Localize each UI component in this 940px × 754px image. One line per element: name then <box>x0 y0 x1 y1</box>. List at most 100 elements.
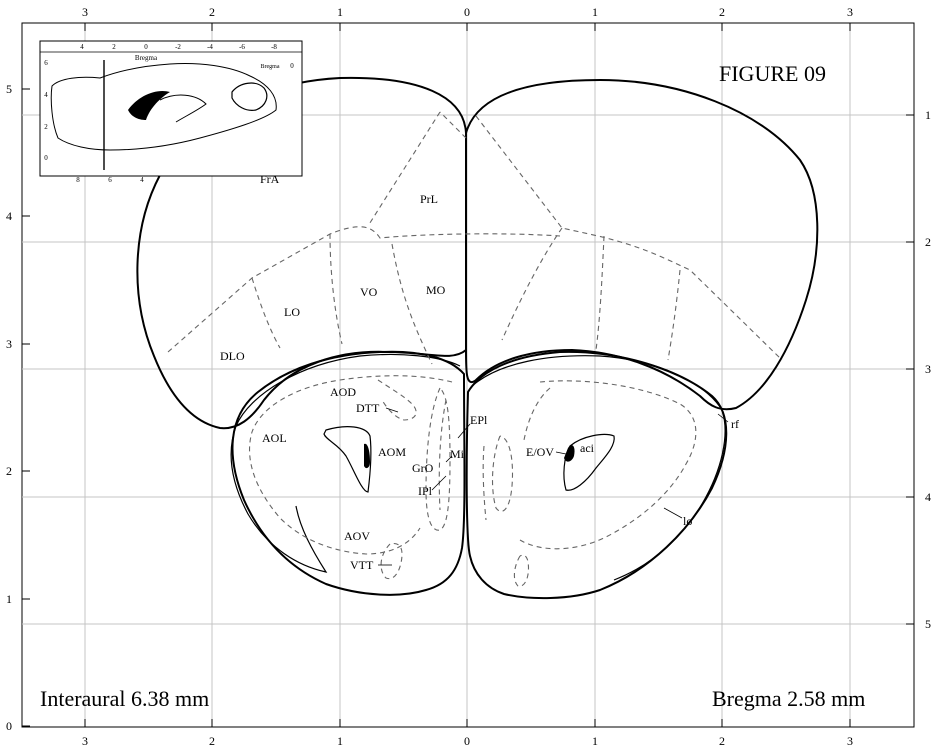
left-bulb-dashed-contour <box>425 387 451 531</box>
frontal-boundary-dash <box>439 111 467 139</box>
bottom-tick-label: 1 <box>592 734 598 748</box>
leader-mi <box>445 455 453 463</box>
leader-epl <box>457 423 471 439</box>
left-bulb-dashed-contour <box>380 542 403 580</box>
left-tick-label: 5 <box>6 82 12 96</box>
region-label-dtt: DTT <box>356 401 380 415</box>
region-label-aom: AOM <box>378 445 406 459</box>
left-bulb-inner-outline <box>230 353 461 573</box>
region-label-lo: LO <box>284 305 300 319</box>
inset-hippocampus <box>159 94 207 123</box>
frontal-boundary-dash <box>501 227 563 341</box>
top-tick-label: 2 <box>209 5 215 19</box>
inset-bottom-label: 4 <box>140 176 144 184</box>
region-label-epl: EPl <box>470 413 488 427</box>
left-bulb-dashed-contour <box>438 399 447 511</box>
inset-left-label: 0 <box>44 154 48 162</box>
region-label-aov: AOV <box>344 529 370 543</box>
leader-eov <box>555 451 567 455</box>
leader-rf <box>717 413 729 423</box>
inset-top-label: -2 <box>175 43 181 51</box>
top-tick-label: 1 <box>592 5 598 19</box>
top-tick-label: 0 <box>464 5 470 19</box>
left-aom-cavity <box>323 426 372 493</box>
region-label-aol: AOL <box>262 431 287 445</box>
inset-top-label: -8 <box>271 43 277 51</box>
right-frontal-cortex-outline <box>465 78 819 411</box>
inset-top-label: 2 <box>112 43 116 51</box>
region-label-vtt: VTT <box>350 558 374 572</box>
inset-top-label: 4 <box>80 43 84 51</box>
region-label-eov: E/OV <box>526 445 554 459</box>
right-ventricle-fill <box>564 445 575 462</box>
inset-brain-silhouette <box>50 63 277 151</box>
frontal-boundary-dash <box>367 111 441 227</box>
region-label-mi: Mi <box>450 447 465 461</box>
inset-frame <box>39 40 303 177</box>
bottom-tick-label: 1 <box>337 734 343 748</box>
brain-section: FrA PrL LO VO MO DLO AOD DTT EPl AOL AOM… <box>136 76 819 600</box>
bottom-tick-label: 3 <box>847 734 853 748</box>
left-tick-label: 0 <box>6 719 12 733</box>
region-label-ipl: IPl <box>418 484 433 498</box>
top-axis-labels: 3 2 1 0 1 2 3 <box>82 5 853 19</box>
top-tick-label: 3 <box>82 5 88 19</box>
inset-corner-value: 0 <box>290 62 294 70</box>
right-bulb-dashed-contour <box>492 435 514 512</box>
frontal-boundary-dash <box>167 226 561 353</box>
left-axis-labels: 5 4 3 2 1 0 <box>6 82 12 733</box>
inset-left-label: 2 <box>44 123 48 131</box>
frontal-boundary-dash <box>667 269 681 361</box>
bottom-tick-label: 3 <box>82 734 88 748</box>
left-tick-label: 1 <box>6 592 12 606</box>
leader-ipl <box>431 475 447 491</box>
right-tick-label: 3 <box>925 362 931 376</box>
region-label-rf: rf <box>731 417 739 431</box>
inset-corner-label: Bregma <box>261 64 280 70</box>
frontal-boundary-dash <box>329 233 343 345</box>
bottom-tick-label: 2 <box>209 734 215 748</box>
inset-bottom-label: 6 <box>108 176 112 184</box>
sagittal-inset: Bregma 4 2 0 -2 -4 -6 -8 8 6 4 6 4 2 0 B… <box>39 40 303 184</box>
right-tick-label: 1 <box>925 108 931 122</box>
figure-title: FIGURE 09 <box>719 61 826 86</box>
inset-top-label: 0 <box>144 43 148 51</box>
region-label-vo: VO <box>360 285 378 299</box>
top-tick-label: 3 <box>847 5 853 19</box>
right-tick-label: 5 <box>925 617 931 631</box>
inset-top-label: -6 <box>239 43 245 51</box>
inset-top-label: -4 <box>207 43 213 51</box>
right-tick-label: 2 <box>925 235 931 249</box>
region-label-mo: MO <box>426 283 446 297</box>
interaural-caption: Interaural 6.38 mm <box>40 686 210 711</box>
inset-ventricle <box>128 90 170 120</box>
bottom-tick-label: 2 <box>719 734 725 748</box>
inset-bottom-label: 8 <box>76 176 80 184</box>
left-tick-label: 2 <box>6 464 12 478</box>
bottom-tick-label: 0 <box>464 734 470 748</box>
region-label-dlo: DLO <box>220 349 245 363</box>
frontal-boundary-dash <box>475 115 783 361</box>
right-bulb-dashed-contour <box>519 380 697 550</box>
bregma-caption: Bregma 2.58 mm <box>712 686 866 711</box>
frontal-boundary-dash <box>595 235 605 351</box>
plate-frame <box>21 22 915 728</box>
region-label-lo-tract: lo <box>683 514 692 528</box>
left-tick-label: 3 <box>6 337 12 351</box>
left-ventricle-fill <box>364 443 370 469</box>
inset-cerebellum <box>231 82 268 111</box>
region-label-gro: GrO <box>412 461 434 475</box>
left-olfactory-outline <box>231 350 466 596</box>
right-olfactory-outline <box>465 350 728 600</box>
top-tick-label: 2 <box>719 5 725 19</box>
right-bulb-dashed-contour <box>482 445 487 521</box>
inset-title: Bregma <box>135 54 158 62</box>
leader-lo <box>663 507 683 519</box>
region-label-prl: PrL <box>420 192 438 206</box>
top-tick-label: 1 <box>337 5 343 19</box>
leader-dtt <box>385 407 399 413</box>
inset-left-label: 4 <box>44 91 48 99</box>
left-bulb-dashed-contour <box>248 375 453 555</box>
frame-ticks <box>22 23 914 727</box>
